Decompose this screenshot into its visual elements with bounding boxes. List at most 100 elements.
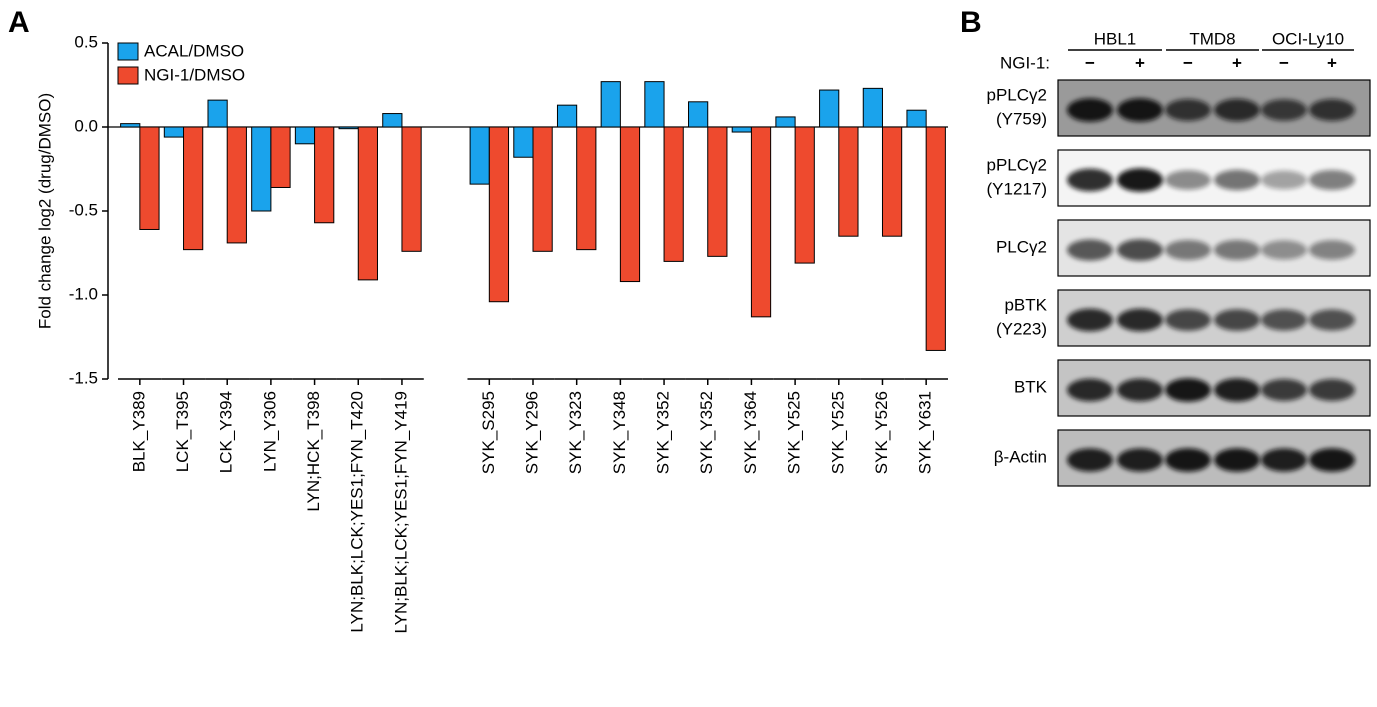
cell-line-label: TMD8 bbox=[1189, 29, 1235, 48]
bar bbox=[208, 100, 227, 127]
bar bbox=[708, 127, 727, 256]
bar bbox=[339, 127, 358, 129]
bar bbox=[227, 127, 246, 243]
y-tick-label: -0.5 bbox=[69, 200, 98, 219]
figure: A B Fold change log2 (drug/DMSO) 0.5 0.0 -… bbox=[0, 0, 1377, 707]
blot-band bbox=[1261, 448, 1307, 471]
blot-band bbox=[1067, 98, 1113, 122]
blot-band bbox=[1117, 448, 1163, 471]
treatment-sign: + bbox=[1135, 53, 1145, 72]
treatment-sign: + bbox=[1327, 53, 1337, 72]
blot-band bbox=[1214, 240, 1260, 260]
panel-label: A bbox=[8, 6, 30, 39]
bar bbox=[645, 82, 664, 127]
cell-line-label: HBL1 bbox=[1094, 29, 1137, 48]
treatment-sign: − bbox=[1183, 53, 1193, 72]
cell-line-label: OCI-Ly10 bbox=[1272, 29, 1344, 48]
blot-band bbox=[1165, 309, 1211, 331]
blot-row-label: (Y759) bbox=[996, 109, 1047, 128]
blot-band bbox=[1214, 170, 1260, 190]
blot-band bbox=[1214, 378, 1260, 401]
blot-row-label: pPLCγ2 bbox=[987, 155, 1047, 174]
panel-label: B bbox=[960, 6, 982, 39]
bar bbox=[315, 127, 334, 223]
bar bbox=[732, 127, 751, 132]
blot-band bbox=[1309, 240, 1355, 260]
x-tick-label: LYN;BLK;LCK;YES1;FYN_T420 bbox=[348, 391, 367, 633]
bar bbox=[795, 127, 814, 263]
blot-band bbox=[1117, 309, 1163, 332]
x-tick-label: LYN;BLK;LCK;YES1;FYN_Y419 bbox=[391, 391, 410, 634]
bar bbox=[184, 127, 203, 250]
blot-band bbox=[1261, 240, 1307, 259]
x-tick-label: SYK_Y352 bbox=[697, 391, 716, 474]
x-tick-label: SYK_Y525 bbox=[828, 391, 847, 474]
x-tick-label: SYK_Y323 bbox=[566, 391, 585, 474]
blot-row-label: (Y1217) bbox=[987, 179, 1047, 198]
x-tick-label: SYK_Y526 bbox=[872, 391, 891, 474]
bar bbox=[358, 127, 377, 280]
blot-band bbox=[1165, 448, 1211, 472]
blot-band bbox=[1309, 448, 1355, 472]
blot-band bbox=[1261, 379, 1307, 401]
blot-band bbox=[1117, 379, 1163, 402]
bar bbox=[271, 127, 290, 187]
x-tick-label: BLK_Y389 bbox=[129, 391, 148, 472]
blot-band bbox=[1309, 379, 1355, 401]
bar bbox=[121, 124, 140, 127]
x-tick-label: SYK_Y352 bbox=[654, 391, 673, 474]
blot-band bbox=[1067, 169, 1113, 192]
x-tick-label: SYK_Y525 bbox=[785, 391, 804, 474]
bar bbox=[577, 127, 596, 250]
y-tick-label: -1.0 bbox=[69, 284, 98, 303]
blot-row-label: BTK bbox=[1014, 377, 1048, 396]
bar bbox=[489, 127, 508, 302]
x-tick-label: SYK_Y296 bbox=[522, 391, 541, 474]
bar bbox=[164, 127, 183, 137]
y-tick-label: 0.0 bbox=[74, 116, 98, 135]
legend-label: NGI-1/DMSO bbox=[144, 65, 245, 84]
bar bbox=[926, 127, 945, 350]
treatment-sign: + bbox=[1232, 53, 1242, 72]
blot-row-label: (Y223) bbox=[996, 319, 1047, 338]
blot-band bbox=[1309, 170, 1355, 190]
bar bbox=[620, 127, 639, 282]
legend-label: ACAL/DMSO bbox=[144, 41, 244, 60]
bar bbox=[907, 110, 926, 127]
bar bbox=[557, 105, 576, 127]
x-tick-label: SYK_Y631 bbox=[916, 391, 935, 474]
bar bbox=[882, 127, 901, 236]
blot-band bbox=[1067, 309, 1113, 332]
blot-band bbox=[1214, 99, 1260, 121]
blot-row-label: PLCγ2 bbox=[996, 237, 1047, 256]
bar bbox=[689, 102, 708, 127]
x-tick-label: LCK_Y394 bbox=[217, 391, 236, 473]
blot-band bbox=[1261, 309, 1307, 330]
x-tick-label: SYK_Y364 bbox=[741, 391, 760, 474]
blot-band bbox=[1117, 168, 1163, 192]
y-tick-label: -1.5 bbox=[69, 368, 98, 387]
y-tick-label: 0.5 bbox=[74, 32, 98, 51]
bar bbox=[140, 127, 159, 229]
legend-swatch bbox=[118, 67, 138, 84]
bar bbox=[863, 88, 882, 127]
bar bbox=[664, 127, 683, 261]
treatment-label: NGI-1: bbox=[1000, 53, 1050, 72]
bar bbox=[402, 127, 421, 251]
blot-row-label: pBTK bbox=[1004, 295, 1047, 314]
bar bbox=[470, 127, 489, 184]
treatment-sign: − bbox=[1085, 53, 1095, 72]
bar bbox=[514, 127, 533, 157]
blot-band bbox=[1261, 171, 1307, 190]
y-axis-label: Fold change log2 (drug/DMSO) bbox=[35, 93, 54, 329]
blot-row-label: pPLCγ2 bbox=[987, 85, 1047, 104]
blot-band bbox=[1165, 170, 1211, 190]
bar bbox=[533, 127, 552, 251]
bar bbox=[252, 127, 271, 211]
blot-band bbox=[1067, 239, 1113, 260]
blot-band bbox=[1309, 309, 1355, 330]
bar bbox=[601, 82, 620, 127]
bar bbox=[776, 117, 795, 127]
legend-swatch bbox=[118, 43, 138, 60]
bar bbox=[820, 90, 839, 127]
